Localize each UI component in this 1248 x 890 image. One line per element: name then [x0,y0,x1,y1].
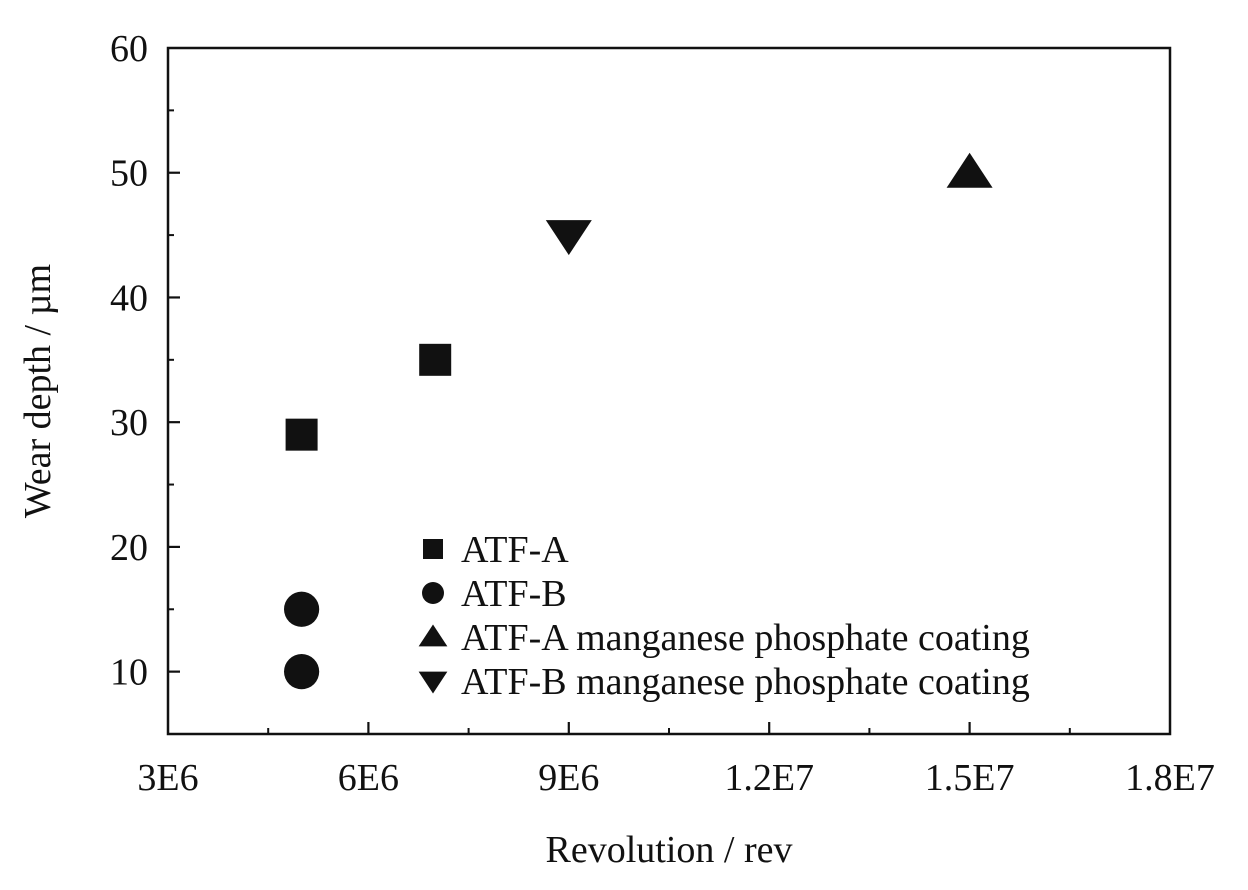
x-tick-label: 3E6 [137,757,198,799]
x-tick-label: 6E6 [338,757,399,799]
circle-data-point [284,654,320,690]
legend-label: ATF-B [461,573,567,615]
legend-label: ATF-A [461,529,569,571]
square-data-point [285,418,318,451]
triangle-down-data-point [545,220,592,256]
y-tick-label: 30 [110,402,148,444]
y-tick-label: 10 [110,652,148,694]
square-data-point [419,343,452,376]
x-tick-label: 1.8E7 [1125,757,1215,799]
legend-square-icon [423,539,443,559]
legend-triangle-down-icon [418,671,448,694]
x-axis-label: Revolution / rev [546,829,793,871]
legend-circle-icon [422,582,444,604]
x-tick-label: 1.2E7 [724,757,814,799]
axis-ticks [168,109,1071,734]
data-points [284,152,993,690]
legend-label: ATF-A manganese phosphate coating [461,617,1030,659]
y-tick-label: 50 [110,153,148,195]
x-tick-label: 1.5E7 [925,757,1015,799]
y-axis-label: Wear depth / µm [17,264,59,518]
x-tick-label: 9E6 [538,757,599,799]
axis-tick-labels: 3E6 6E6 9E6 1.2E7 1.5E7 1.8E7 10 20 30 40 50 60 [110,28,1215,799]
y-tick-label: 20 [110,527,148,569]
triangle-up-data-point [946,152,993,188]
legend-triangle-up-icon [418,624,448,647]
circle-data-point [284,591,320,627]
legend-label: ATF-B manganese phosphate coating [461,661,1030,703]
y-tick-label: 60 [110,28,148,70]
y-tick-label: 40 [110,277,148,319]
